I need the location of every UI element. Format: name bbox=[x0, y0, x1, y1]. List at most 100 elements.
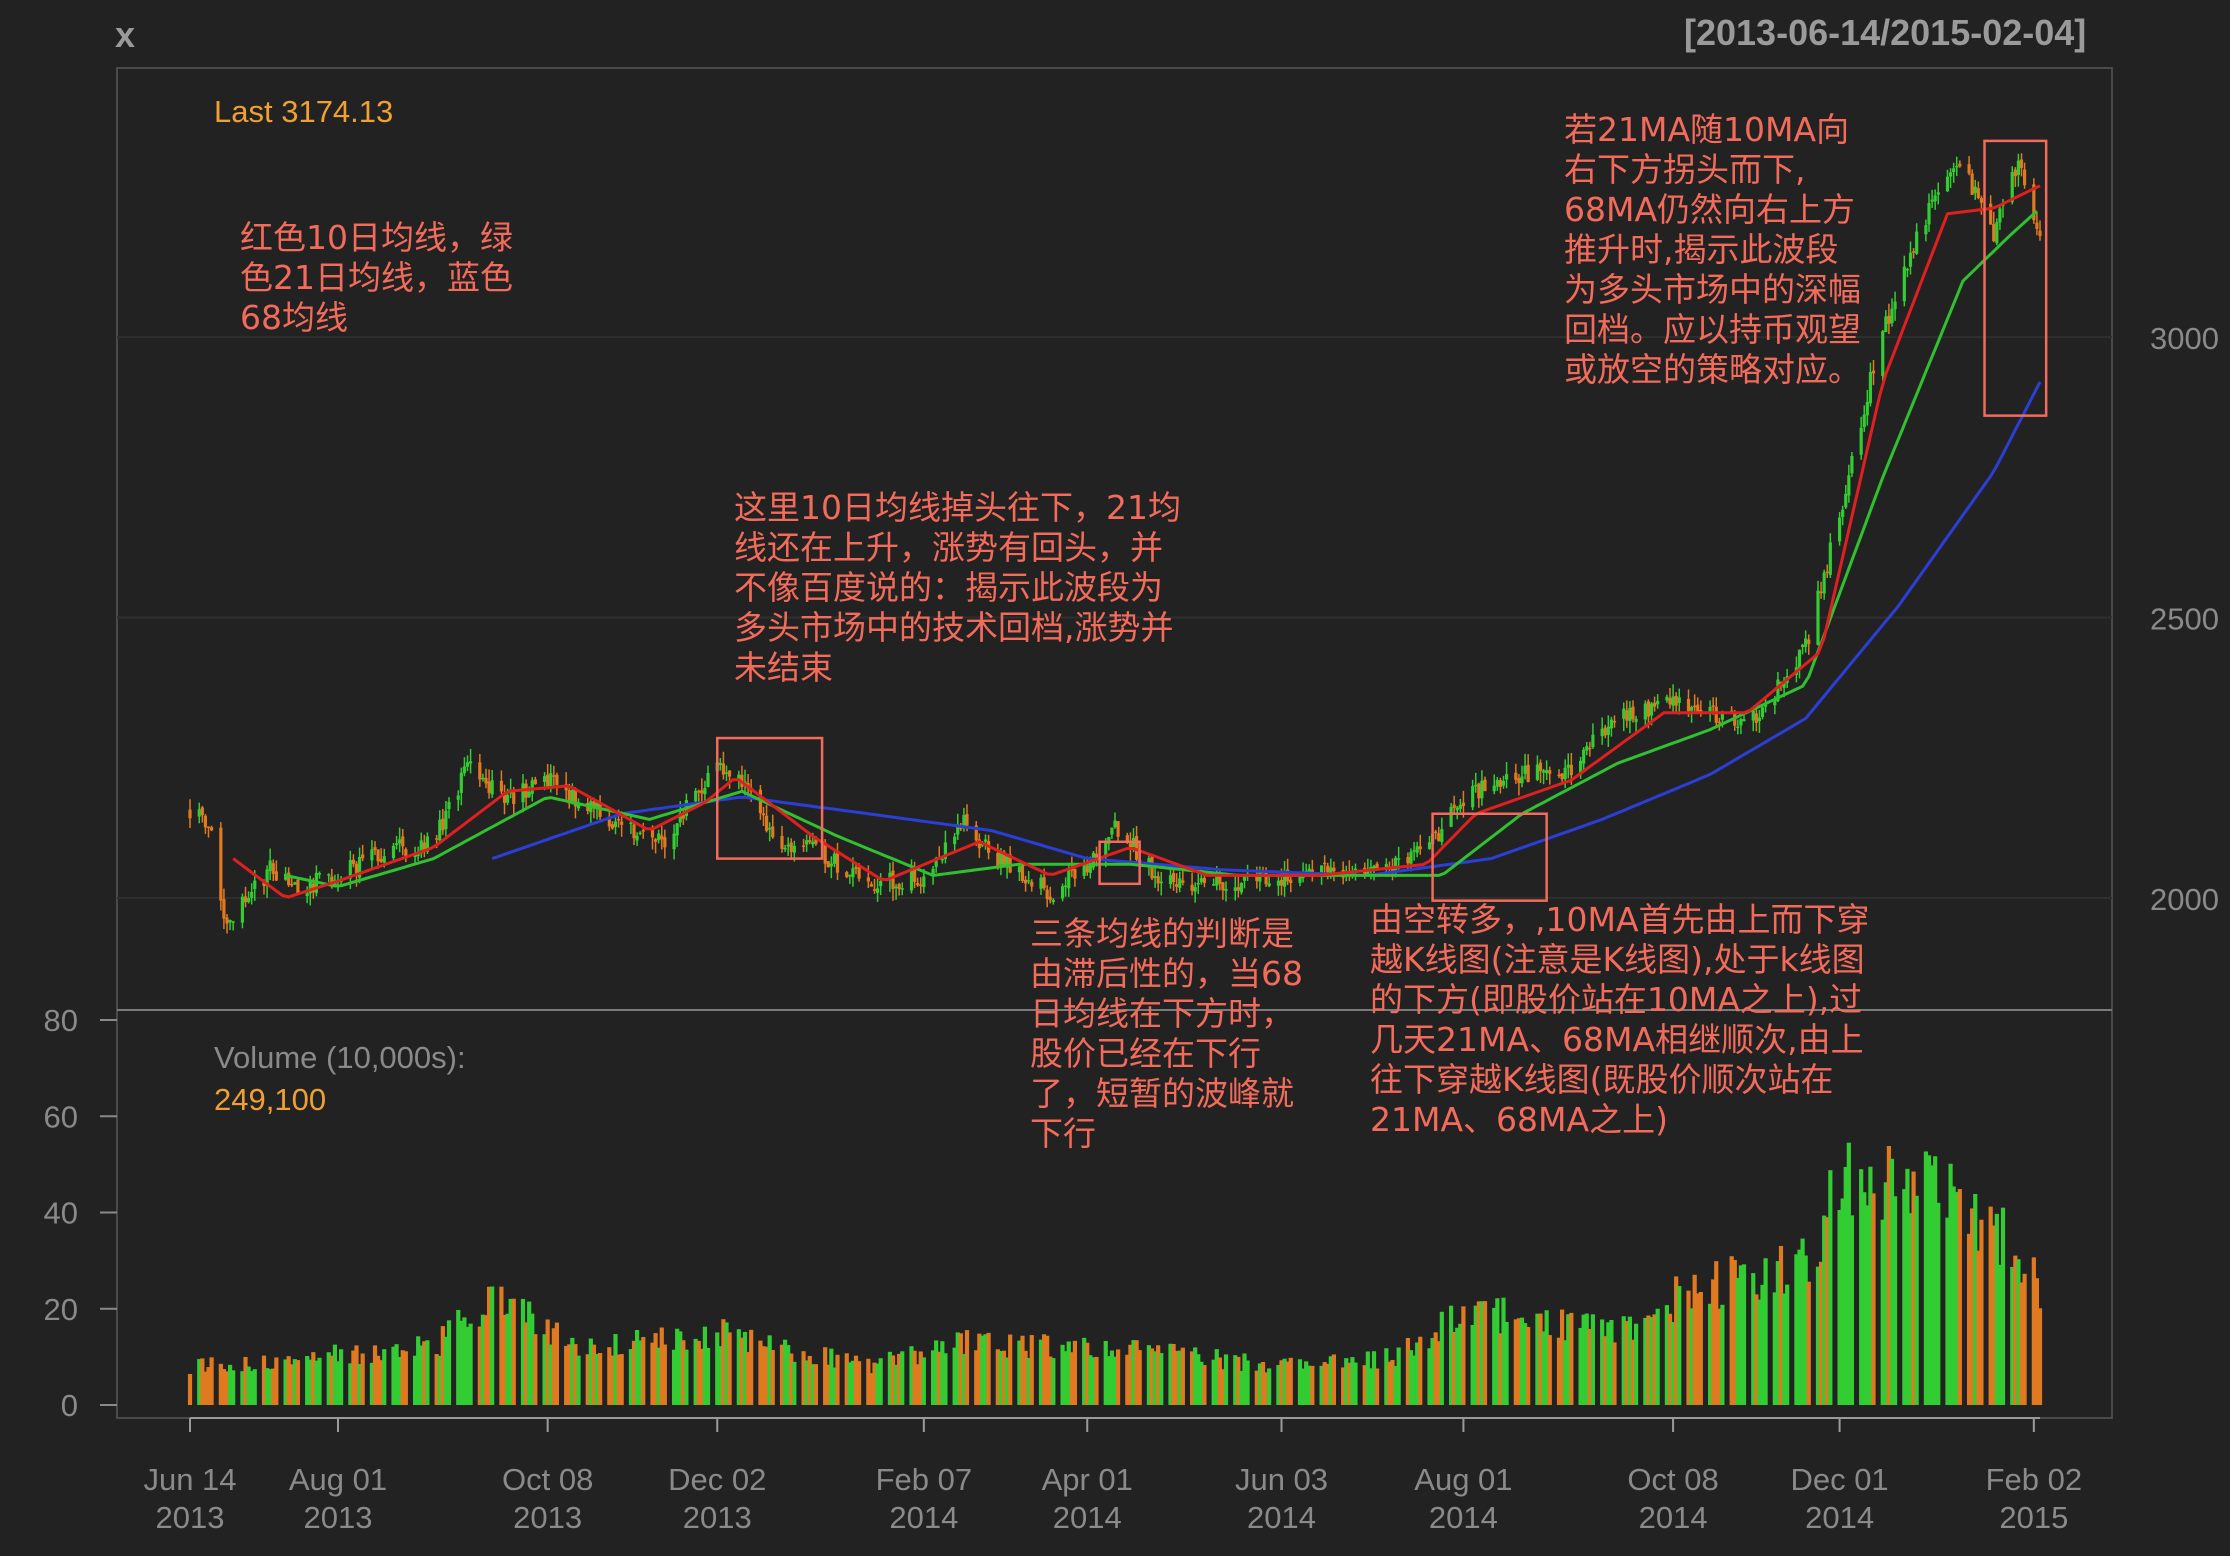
candle-body bbox=[1714, 706, 1718, 723]
candle-body bbox=[549, 773, 553, 789]
volume-bar bbox=[1624, 1321, 1629, 1405]
candle-body bbox=[663, 837, 667, 848]
x-tick-label-month: Apr 01 bbox=[1042, 1462, 1133, 1497]
candle-body bbox=[243, 896, 248, 903]
volume-bar bbox=[443, 1336, 449, 1405]
candle-body bbox=[1825, 571, 1829, 574]
volume-axis-labels: 0 20 40 60 80 bbox=[44, 1003, 78, 1423]
volume-bar bbox=[1800, 1238, 1805, 1405]
volume-bar bbox=[520, 1298, 526, 1405]
volume-bar bbox=[1094, 1356, 1099, 1405]
volume-bar bbox=[779, 1344, 785, 1405]
candle-body bbox=[1017, 866, 1022, 873]
volume-bar bbox=[782, 1339, 788, 1405]
candle-body bbox=[521, 783, 525, 803]
candle-body bbox=[484, 777, 488, 784]
candle-body bbox=[1548, 770, 1552, 774]
volume-bar bbox=[1988, 1206, 1993, 1405]
candle-body bbox=[1418, 846, 1422, 850]
last-price-label: Last 3174.13 bbox=[214, 94, 394, 129]
candle-body bbox=[697, 790, 701, 793]
volume-bar bbox=[832, 1367, 837, 1405]
volume-bar bbox=[295, 1360, 301, 1405]
volume-bar bbox=[934, 1340, 939, 1405]
x-tick-label-month: Jun 14 bbox=[143, 1462, 236, 1497]
candle-body bbox=[1973, 186, 1977, 194]
price-tick-label: 2000 bbox=[2150, 882, 2219, 917]
volume-bar bbox=[684, 1349, 689, 1405]
x-tick-label-year: 2014 bbox=[1429, 1500, 1498, 1535]
candle-body bbox=[567, 790, 571, 804]
candle-body bbox=[1958, 163, 1962, 167]
volume-bar bbox=[1846, 1142, 1851, 1405]
candle-body bbox=[373, 847, 377, 851]
candle-body bbox=[391, 845, 396, 859]
volume-bar bbox=[1547, 1335, 1552, 1405]
volume-bar bbox=[274, 1357, 279, 1405]
volume-bar bbox=[332, 1344, 338, 1405]
candle-body bbox=[912, 866, 917, 882]
candle-body bbox=[1221, 882, 1225, 891]
volume-bar bbox=[955, 1332, 960, 1405]
volume-bar bbox=[1954, 1192, 1959, 1405]
candle-body bbox=[768, 827, 772, 830]
candle-body bbox=[1409, 851, 1413, 864]
volume-bar bbox=[394, 1344, 399, 1405]
candle-body bbox=[1267, 883, 1271, 887]
volume-bar bbox=[1319, 1365, 1324, 1405]
candle-body bbox=[370, 849, 374, 861]
candle-body bbox=[2019, 159, 2024, 168]
volume-bar bbox=[369, 1362, 375, 1405]
volume-bar bbox=[375, 1355, 381, 1405]
candle-body bbox=[1171, 873, 1176, 883]
volume-bar bbox=[1217, 1357, 1222, 1405]
candle-body bbox=[1837, 517, 1842, 542]
candle-body bbox=[1952, 168, 1956, 173]
candle-body bbox=[542, 776, 547, 783]
candle-body bbox=[1196, 883, 1200, 885]
volume-bar bbox=[1365, 1351, 1370, 1405]
volume-bar bbox=[1760, 1284, 1765, 1405]
candle-body bbox=[382, 856, 386, 863]
volume-bar bbox=[869, 1373, 874, 1405]
volume-tick-label: 0 bbox=[61, 1388, 78, 1423]
chart-title: x bbox=[115, 14, 136, 55]
volume-bar bbox=[638, 1340, 643, 1405]
volume-bar bbox=[1707, 1303, 1713, 1405]
volume-bar bbox=[1519, 1317, 1525, 1405]
volume-bar bbox=[1871, 1193, 1876, 1405]
volume-bar bbox=[1091, 1357, 1096, 1405]
candle-body bbox=[296, 879, 300, 894]
candle-body bbox=[1989, 203, 1993, 225]
candle-body bbox=[1563, 767, 1567, 780]
candle-body bbox=[1323, 862, 1327, 865]
volume-bar bbox=[2010, 1266, 2015, 1405]
volume-bar bbox=[391, 1346, 396, 1405]
volume-bar bbox=[847, 1362, 852, 1405]
volume-bar bbox=[1837, 1209, 1842, 1405]
volume-bar bbox=[1307, 1365, 1312, 1405]
candle-body bbox=[931, 868, 935, 877]
volume-bar bbox=[434, 1354, 439, 1405]
volume-bar bbox=[912, 1350, 917, 1405]
candle-body bbox=[1566, 764, 1570, 768]
candle-body bbox=[1372, 865, 1376, 870]
candle-body bbox=[1116, 821, 1120, 837]
volume-bar bbox=[335, 1361, 341, 1405]
volume-bar bbox=[261, 1355, 267, 1405]
candle-body bbox=[481, 777, 485, 780]
candle-body bbox=[996, 852, 1000, 867]
candle-body bbox=[1736, 726, 1740, 728]
candle-body bbox=[1992, 224, 1996, 242]
volume-bar bbox=[1569, 1312, 1574, 1405]
volume-bar bbox=[446, 1320, 452, 1405]
candle-body bbox=[1492, 785, 1496, 792]
candle-body bbox=[188, 809, 192, 819]
volume-bar bbox=[792, 1361, 797, 1405]
candle-body bbox=[1390, 868, 1395, 872]
candle-body bbox=[327, 874, 331, 876]
annotation-dec-note: 这里10日均线掉头往下，21均 线还在上升，涨势有回头，并 不像百度说的：揭示此… bbox=[734, 488, 1181, 687]
candle-body bbox=[1868, 371, 1873, 404]
volume-bar bbox=[761, 1346, 766, 1405]
candle-body bbox=[1514, 772, 1518, 780]
